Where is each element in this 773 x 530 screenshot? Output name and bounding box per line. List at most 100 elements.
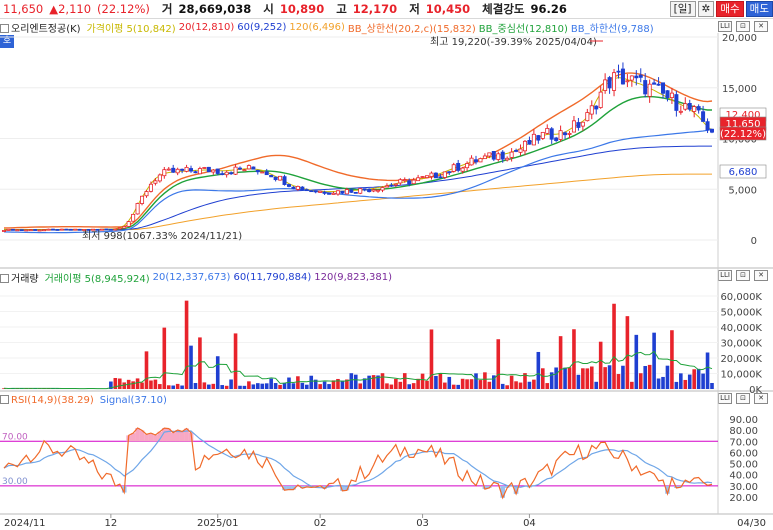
rsi-oversold-fill <box>282 485 287 491</box>
ma120-line <box>4 173 712 231</box>
volume-bar <box>211 383 216 389</box>
volume-bar <box>509 375 514 389</box>
volume-bar <box>701 373 705 389</box>
candle-body <box>710 128 715 133</box>
candle-body <box>68 228 73 231</box>
candle-body <box>514 150 519 152</box>
pane-close-button[interactable]: ✕ <box>754 393 768 404</box>
period-button[interactable]: [일] <box>669 1 696 17</box>
volume-bar <box>189 345 193 389</box>
stock-name[interactable]: 오리엔트정공(K) <box>0 20 87 35</box>
volume-bar <box>238 385 242 389</box>
legend-volume[interactable]: 거래량 <box>0 270 45 285</box>
candle-body <box>122 226 127 229</box>
candle-body <box>349 189 354 193</box>
checkbox-icon[interactable] <box>0 273 9 283</box>
volume-bar <box>122 382 127 389</box>
checkbox-icon[interactable] <box>0 23 9 33</box>
volume-value: 28,669,038 <box>178 2 252 16</box>
volume-bar <box>572 329 576 389</box>
low-value: 10,450 <box>425 2 471 16</box>
candle-body <box>362 188 367 191</box>
volume-bar <box>166 385 171 389</box>
price-tick-label: 15,000 <box>722 84 757 95</box>
candle-body <box>540 131 545 139</box>
bb-low-tag-box <box>719 164 767 179</box>
candle-body <box>273 176 278 181</box>
candle-body <box>616 70 621 73</box>
gear-icon[interactable]: ✲ <box>697 1 715 17</box>
candle-body <box>567 133 572 135</box>
volume-bar <box>563 367 567 389</box>
candle-body <box>251 166 256 170</box>
volume-bar <box>113 378 118 389</box>
volume-bar <box>425 380 429 389</box>
volume-bar <box>536 351 541 389</box>
candle-body <box>402 179 407 182</box>
x-axis-label: 03 <box>416 518 429 529</box>
pane-restore-button[interactable]: ⊡ <box>736 393 750 404</box>
candle-body <box>456 162 461 171</box>
checkbox-icon[interactable] <box>0 394 9 404</box>
legend-ma60: 60(9,252) <box>237 21 287 33</box>
candle-body <box>674 94 679 111</box>
low-label: 저 <box>409 2 420 16</box>
volume-bar <box>300 382 305 389</box>
price-change-percent: (22.12%) <box>97 2 150 16</box>
candle-body <box>607 77 612 89</box>
pane-maximize-button[interactable]: LLI <box>718 21 732 32</box>
legend-rsi[interactable]: RSI(14,9)(38.29) <box>0 394 100 406</box>
candle-body <box>420 176 425 178</box>
volume-bar <box>309 375 314 389</box>
bb-lower-line <box>3 128 713 234</box>
volume-bar <box>558 336 563 389</box>
candle-body <box>478 158 483 163</box>
volume-bar <box>291 383 296 389</box>
volume-bar <box>514 381 518 389</box>
price-legend: 오리엔트정공(K) 가격이평 5(10,842) 20(12,810) 60(9… <box>0 20 657 35</box>
sell-button[interactable]: 매도 <box>745 1 773 17</box>
volume-bar <box>340 380 345 389</box>
candle-body <box>554 137 559 141</box>
buy-button[interactable]: 매수 <box>716 1 744 17</box>
volume-bar <box>215 356 220 389</box>
volume-bar <box>251 384 256 389</box>
volume-bar <box>144 351 149 389</box>
volume-bar <box>540 368 545 389</box>
last-high-tag: 12,400 <box>726 110 761 121</box>
volume-tick-label: 60,000K <box>720 292 762 303</box>
last-pct-tag-box <box>719 126 767 141</box>
legend-ma20: 20(12,810) <box>178 21 235 33</box>
candle-body <box>242 169 247 172</box>
volume-bar <box>180 385 184 389</box>
volume-bar <box>162 327 167 389</box>
candle-body <box>571 120 576 133</box>
candle-body <box>108 228 113 231</box>
legend-ma120: 120(6,496) <box>289 21 345 33</box>
volume-bar <box>665 365 670 389</box>
candle-body <box>304 189 309 192</box>
candle-body <box>656 83 661 86</box>
pane-close-button[interactable]: ✕ <box>754 21 768 32</box>
candle-body <box>166 168 171 171</box>
candle-body <box>509 151 514 158</box>
volume-bar <box>647 364 652 389</box>
volume-bar <box>594 381 599 389</box>
volume-bar <box>456 384 460 389</box>
x-axis-label: 04 <box>523 518 536 529</box>
pane-close-button[interactable]: ✕ <box>754 270 768 281</box>
volume-bar <box>109 381 113 389</box>
pane-restore-button[interactable]: ⊡ <box>736 21 750 32</box>
candle-body <box>91 228 96 231</box>
volume-bar <box>353 374 358 389</box>
volume-bar <box>630 381 634 389</box>
bb-mid-line <box>4 95 712 231</box>
volume-bar <box>336 378 340 389</box>
candle-body <box>465 163 470 169</box>
rsi-overbought-fill <box>166 428 172 442</box>
volume-bar <box>282 382 287 389</box>
side-tag[interactable]: 호 <box>0 35 14 48</box>
pane-restore-button[interactable]: ⊡ <box>736 270 750 281</box>
